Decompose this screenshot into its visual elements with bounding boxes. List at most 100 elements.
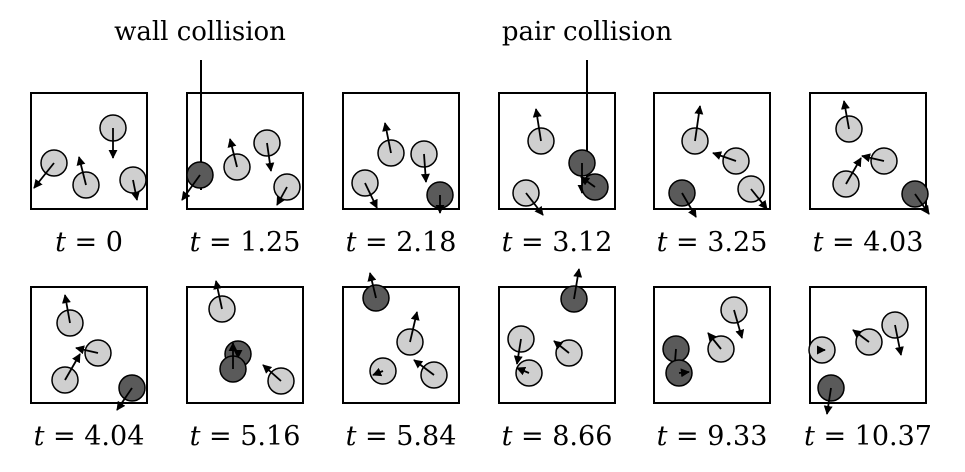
velocity-arrow [573, 268, 583, 300]
frame-10 [498, 268, 616, 404]
time-caption: t = 10.37 [804, 421, 932, 452]
velocity-arrow [76, 156, 87, 186]
frame-box [653, 286, 771, 404]
velocity-arrow [733, 309, 745, 339]
frame-4 [498, 92, 616, 216]
time-caption: t = 0 [55, 227, 123, 258]
pair-collision-label: pair collision [502, 17, 673, 47]
frame-3 [342, 92, 460, 214]
frame-9 [342, 272, 460, 404]
time-variable: t [804, 421, 815, 452]
frame-7 [30, 286, 148, 411]
velocity-arrow [894, 324, 904, 356]
velocity-arrow [276, 186, 288, 206]
time-caption: t = 1.25 [190, 227, 301, 258]
frame-box [30, 286, 148, 404]
velocity-arrow [33, 162, 55, 189]
frame-box [186, 286, 304, 404]
time-value: = 4.04 [44, 421, 144, 452]
velocity-arrow [75, 345, 99, 355]
frame-box [498, 286, 616, 404]
velocity-arrow [914, 193, 930, 215]
time-caption: t = 3.12 [502, 227, 613, 258]
time-value: = 10.37 [815, 421, 932, 452]
velocity-arrow [262, 364, 282, 382]
velocity-arrow [227, 138, 238, 168]
velocity-arrow [852, 329, 870, 343]
time-caption: t = 8.66 [502, 421, 613, 452]
velocity-arrow [130, 179, 140, 201]
velocity-arrow [861, 153, 885, 163]
velocity-arrow [532, 108, 542, 142]
frame-12 [808, 286, 927, 415]
time-caption: t = 5.16 [190, 421, 301, 452]
time-variable: t [346, 421, 357, 452]
time-value: = 2.18 [356, 227, 456, 258]
velocity-arrow [64, 353, 81, 381]
frame-6 [809, 92, 930, 215]
time-variable: t [657, 227, 668, 258]
frame-8 [186, 280, 304, 404]
time-value: = 0 [66, 227, 123, 258]
time-caption: t = 5.84 [346, 421, 457, 452]
time-value: = 3.12 [512, 227, 612, 258]
time-variable: t [502, 421, 513, 452]
velocity-arrow [61, 294, 71, 324]
velocity-arrow [420, 153, 430, 183]
time-caption: t = 4.03 [813, 227, 924, 258]
velocity-arrow [213, 280, 223, 310]
velocity-arrow [678, 368, 690, 378]
velocity-arrow [840, 100, 850, 130]
time-variable: t [813, 227, 824, 258]
time-caption: t = 9.33 [657, 421, 768, 452]
velocity-arrow [265, 142, 275, 172]
time-caption: t = 3.25 [657, 227, 768, 258]
velocity-arrow [694, 105, 704, 142]
time-caption: t = 2.18 [346, 227, 457, 258]
velocity-arrow [116, 387, 133, 411]
time-variable: t [346, 227, 357, 258]
frame-5 [653, 92, 771, 218]
velocity-arrow [181, 174, 201, 201]
time-variable: t [190, 421, 201, 452]
velocity-arrow [750, 188, 768, 210]
velocity-arrow [580, 176, 596, 188]
velocity-arrow [372, 367, 384, 377]
velocity-arrow [712, 151, 737, 162]
time-value: = 4.03 [823, 227, 923, 258]
velocity-arrow [382, 122, 392, 154]
frame-box [342, 92, 460, 210]
time-value: = 8.66 [512, 421, 612, 452]
time-variable: t [55, 227, 66, 258]
wall-collision-label: wall collision [114, 17, 286, 47]
time-value: = 1.25 [200, 227, 300, 258]
time-value: = 3.25 [667, 227, 767, 258]
time-caption: t = 4.04 [34, 421, 145, 452]
frame-1 [30, 92, 148, 210]
velocity-arrow [513, 338, 523, 365]
velocity-arrow [823, 387, 833, 415]
frame-box [30, 92, 148, 210]
time-variable: t [190, 227, 201, 258]
frame-box [653, 92, 771, 210]
frame-11 [653, 286, 771, 404]
velocity-arrow [525, 192, 544, 216]
velocity-arrow [553, 340, 570, 354]
velocity-arrow [845, 157, 862, 185]
velocity-arrow [681, 192, 697, 218]
velocity-arrow [413, 359, 435, 376]
velocity-arrow [367, 272, 377, 299]
frame-box [186, 92, 304, 210]
frame-2 [181, 92, 304, 210]
frame-box [809, 92, 927, 210]
velocity-arrow [707, 332, 722, 350]
velocity-arrow [364, 182, 378, 209]
velocity-arrow [516, 366, 530, 376]
frame-box [342, 286, 460, 404]
time-value: = 5.16 [200, 421, 300, 452]
time-value: = 5.84 [356, 421, 456, 452]
time-variable: t [34, 421, 45, 452]
time-variable: t [657, 421, 668, 452]
